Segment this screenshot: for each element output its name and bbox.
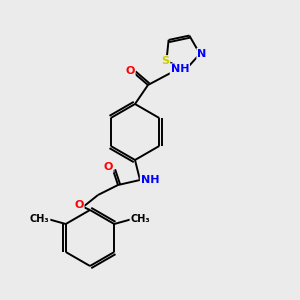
Text: CH₃: CH₃ <box>130 214 150 224</box>
Text: O: O <box>103 162 113 172</box>
Text: NH: NH <box>141 175 159 185</box>
Text: O: O <box>125 66 135 76</box>
Text: NH: NH <box>171 64 189 74</box>
Text: O: O <box>74 200 84 210</box>
Text: S: S <box>161 56 169 66</box>
Text: CH₃: CH₃ <box>30 214 50 224</box>
Text: N: N <box>197 49 206 59</box>
